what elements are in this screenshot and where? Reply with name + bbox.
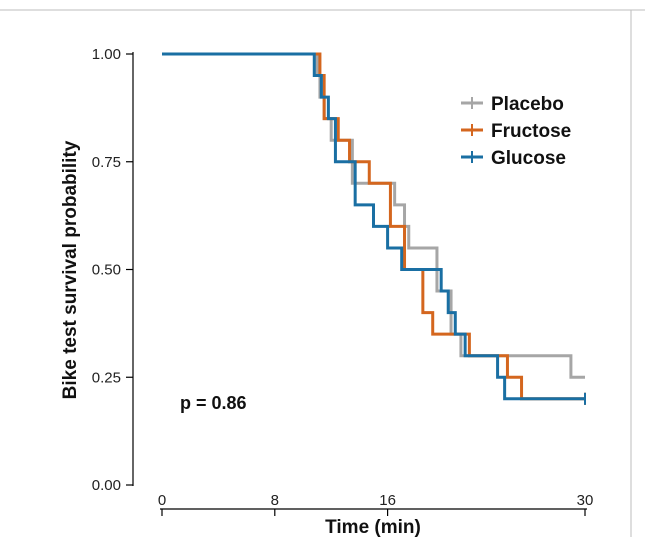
y-tick-label: 0.75 (92, 154, 121, 171)
series-group (162, 52, 586, 405)
series-line-glucose (162, 52, 585, 401)
legend: Placebo Fructose Glucose (461, 94, 571, 169)
y-tick-label: 0.00 (92, 477, 121, 494)
x-tick-label: 16 (379, 492, 396, 509)
x-tick-label: 8 (271, 492, 279, 509)
y-tick-label: 0.25 (92, 369, 121, 386)
series-line-fructose (162, 52, 585, 401)
legend-label-glucose: Glucose (491, 148, 566, 169)
axes: 0.00 0.25 0.50 0.75 1.00 0 8 16 30 (92, 46, 594, 516)
figure-frame (0, 9, 645, 537)
x-tick-label: 30 (577, 492, 594, 509)
y-tick-label: 0.50 (92, 262, 121, 279)
x-axis-title: Time (min) (325, 517, 421, 537)
legend-label-placebo: Placebo (491, 94, 564, 115)
x-tick-label: 0 (158, 492, 166, 509)
legend-label-fructose: Fructose (491, 121, 571, 142)
y-axis-title: Bike test survival probability (60, 140, 81, 399)
p-value-annotation: p = 0.86 (180, 393, 247, 413)
y-tick-label: 1.00 (92, 46, 121, 63)
